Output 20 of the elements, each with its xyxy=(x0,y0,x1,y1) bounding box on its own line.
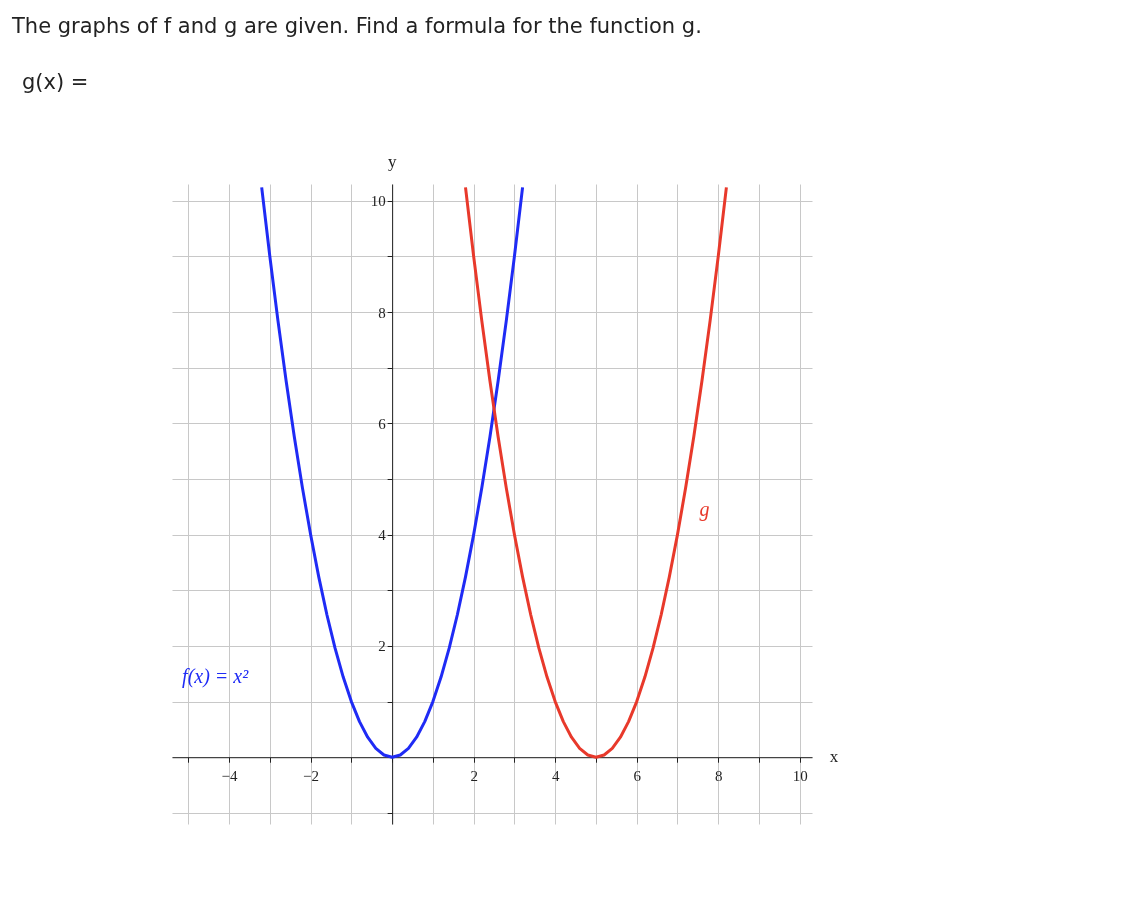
x-tick-label: −2 xyxy=(303,767,320,784)
line-series xyxy=(464,185,728,759)
x-tick-label: 6 xyxy=(633,767,642,784)
y-tick-label: 6 xyxy=(378,415,387,432)
chart-title: The graphs of f and g are given. Find a formula for the function g. xyxy=(11,13,702,38)
y-tick-label: 2 xyxy=(378,638,386,655)
y-tick-label: 10 xyxy=(370,193,386,210)
x-tick-label: 2 xyxy=(470,767,478,784)
line-series xyxy=(260,185,525,759)
x-tick-label: 10 xyxy=(792,767,808,784)
x-tick-label: 8 xyxy=(714,767,723,784)
y-tick-label: 4 xyxy=(378,527,387,544)
series-label: g xyxy=(699,497,710,521)
x-axis-title: x xyxy=(829,747,839,767)
x-tick-label: −4 xyxy=(221,767,239,784)
x-tick-label: 4 xyxy=(551,767,560,784)
y-axis-title: y xyxy=(387,152,397,171)
chart-subtitle: g(x) = xyxy=(22,70,89,95)
text: f(x) = x² xyxy=(182,665,250,689)
y-tick-label: 8 xyxy=(378,304,386,321)
